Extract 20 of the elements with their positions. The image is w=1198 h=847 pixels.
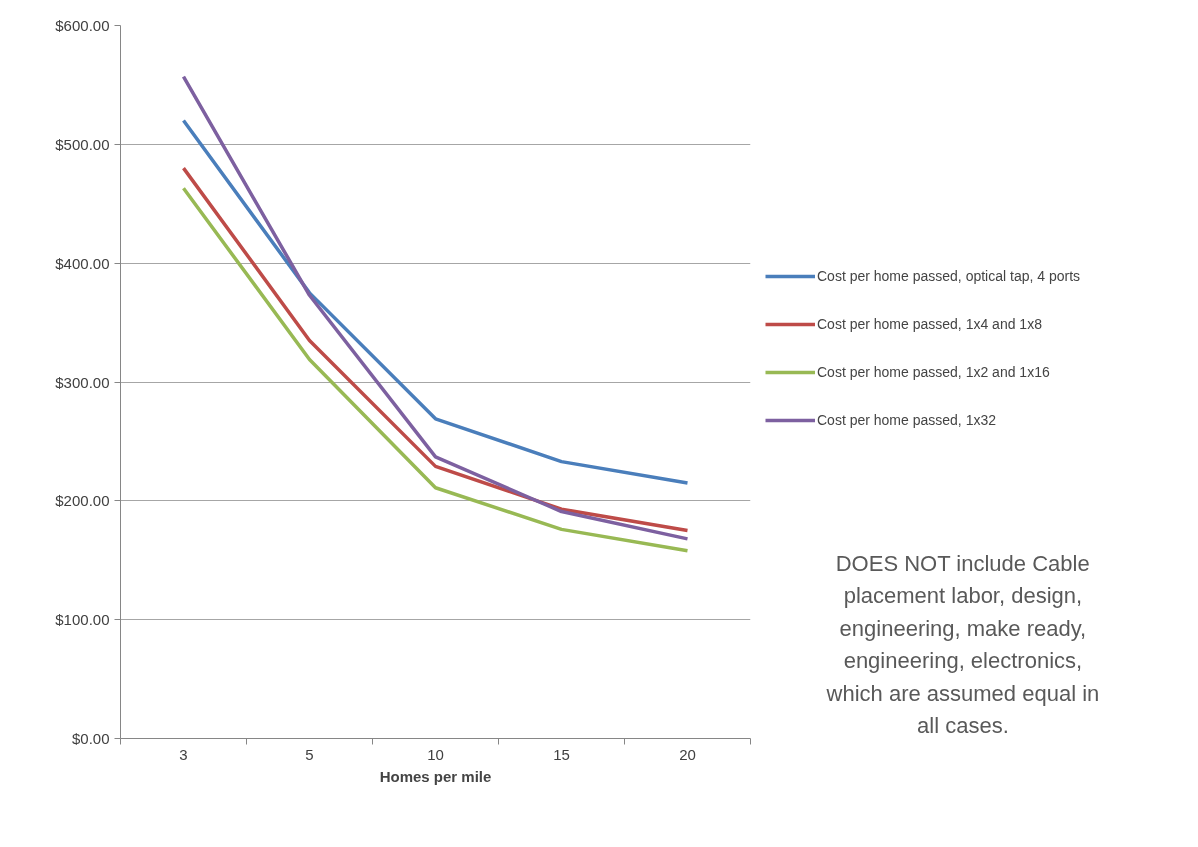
legend-label: Cost per home passed, 1x32 xyxy=(817,412,996,428)
text: DOES NOT include Cable placement labor, design, engineering, make ready, engineering, electronics, which are assumed equal in all cases. xyxy=(825,550,1100,739)
y-tick-label: $500.00 xyxy=(55,135,110,153)
y-tick-label: $600.00 xyxy=(55,17,110,34)
line-series xyxy=(181,74,690,541)
x-tick-label: 10 xyxy=(427,745,444,763)
legend-label: Cost per home passed, optical tap, 4 ports xyxy=(817,268,1081,284)
line-series xyxy=(181,118,690,485)
x-axis-title: Homes per mile xyxy=(379,767,492,785)
x-tick-label: 5 xyxy=(305,745,314,763)
x-tick-label: 3 xyxy=(179,745,188,763)
y-tick-label: $300.00 xyxy=(55,373,110,391)
y-tick-label: $200.00 xyxy=(55,492,110,510)
y-tick-label: $0.00 xyxy=(71,730,110,747)
y-tick-label: $100.00 xyxy=(55,611,110,629)
y-tick-label: $400.00 xyxy=(55,254,110,272)
legend-label: Cost per home passed, 1x2 and 1x16 xyxy=(817,364,1050,380)
legend-label: Cost per home passed, 1x4 and 1x8 xyxy=(817,316,1042,332)
x-tick-label: 20 xyxy=(679,745,696,763)
x-tick-label: 15 xyxy=(553,745,570,763)
